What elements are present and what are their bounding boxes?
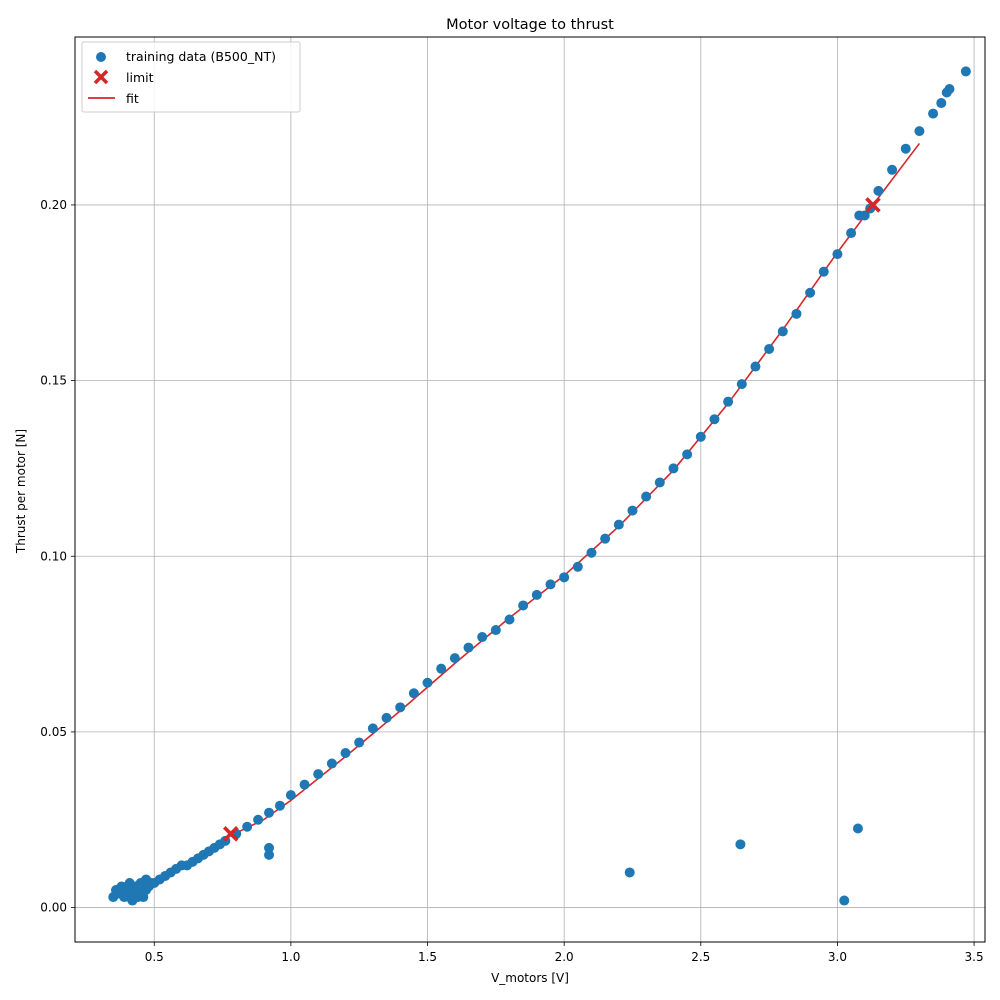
- data-point: [600, 533, 611, 544]
- data-point: [340, 747, 351, 758]
- data-point: [395, 702, 406, 713]
- data-point: [839, 895, 850, 906]
- data-point: [846, 228, 857, 239]
- data-point: [818, 266, 829, 277]
- chart-title: Motor voltage to thrust: [446, 17, 614, 33]
- data-point: [735, 839, 746, 850]
- x-tick-label: 3.0: [828, 950, 847, 964]
- data-point: [641, 491, 652, 502]
- data-point: [285, 790, 296, 801]
- data-point: [354, 737, 365, 748]
- data-point: [477, 632, 488, 643]
- y-axis-label: Thrust per motor [N]: [14, 429, 28, 554]
- data-point: [668, 463, 679, 474]
- x-tick-label: 2.0: [555, 950, 574, 964]
- data-point: [928, 108, 939, 119]
- legend-box: [81, 41, 301, 113]
- data-point: [832, 249, 843, 260]
- data-point: [326, 758, 337, 769]
- data-point: [299, 779, 310, 790]
- y-tick-label: 0.10: [40, 549, 67, 563]
- limit-series: [222, 197, 881, 842]
- data-point: [367, 723, 378, 734]
- data-point: [764, 343, 775, 354]
- data-point: [264, 842, 275, 853]
- data-point: [859, 210, 870, 221]
- data-point: [253, 814, 264, 825]
- data-point: [873, 185, 884, 196]
- data-point: [531, 589, 542, 600]
- data-point: [463, 642, 474, 653]
- data-point: [545, 579, 556, 590]
- data-point: [944, 84, 955, 94]
- data-point: [777, 326, 788, 337]
- y-tick-label: 0.00: [40, 901, 67, 915]
- data-point: [914, 126, 925, 137]
- data-point: [586, 547, 597, 558]
- data-point: [264, 807, 275, 818]
- y-tick-label: 0.05: [40, 725, 67, 739]
- x-tick-label: 1.0: [281, 950, 300, 964]
- data-point: [242, 821, 253, 832]
- data-point: [264, 849, 275, 860]
- data-point: [436, 663, 447, 674]
- data-point: [559, 572, 570, 583]
- y-tick-label: 0.15: [40, 374, 67, 388]
- data-point: [723, 396, 734, 407]
- data-point: [422, 677, 433, 688]
- data-point: [682, 449, 693, 460]
- data-point: [274, 800, 285, 811]
- plot-frame: [74, 36, 986, 943]
- data-point: [613, 519, 624, 530]
- data-point: [627, 505, 638, 516]
- data-point: [791, 308, 802, 319]
- data-point: [852, 823, 863, 834]
- data-point: [408, 688, 419, 699]
- data-point: [887, 164, 898, 175]
- data-point: [313, 769, 324, 780]
- data-point: [736, 379, 747, 390]
- data-point: [695, 431, 706, 442]
- y-axis-ticks: 0.00 0.05 0.10 0.15 0.20: [40, 198, 75, 915]
- data-point: [805, 287, 816, 298]
- y-tick-label: 0.20: [40, 198, 67, 212]
- data-point: [709, 414, 720, 425]
- training-data-series: [108, 66, 971, 906]
- data-point: [936, 98, 947, 109]
- data-point: [960, 66, 971, 77]
- limit-marker: [222, 826, 239, 842]
- legend-marker-training-data: [96, 52, 106, 62]
- x-tick-label: 1.5: [418, 950, 437, 964]
- data-point: [381, 712, 392, 723]
- grid: [75, 37, 985, 942]
- legend-label-fit: fit: [126, 91, 139, 106]
- legend: training data (B500_NT) limit fit: [81, 41, 301, 113]
- legend-label-limit: limit: [126, 70, 154, 85]
- data-point: [750, 361, 761, 372]
- data-point: [900, 143, 911, 154]
- data-point: [654, 477, 665, 488]
- x-axis-ticks: 0.5 1.0 1.5 2.0 2.5 3.0 3.5: [145, 942, 984, 964]
- data-point: [518, 600, 529, 611]
- data-point: [572, 561, 583, 572]
- data-point: [504, 614, 515, 625]
- data-point: [624, 867, 635, 878]
- data-point: [490, 625, 501, 636]
- limit-marker: [865, 197, 881, 213]
- legend-label-training-data: training data (B500_NT): [126, 49, 276, 64]
- data-point: [449, 653, 460, 664]
- x-tick-label: 3.5: [965, 950, 984, 964]
- legend-marker-limit: [93, 69, 109, 85]
- x-axis-label: V_motors [V]: [491, 971, 569, 985]
- x-tick-label: 0.5: [145, 950, 164, 964]
- x-tick-label: 2.5: [691, 950, 710, 964]
